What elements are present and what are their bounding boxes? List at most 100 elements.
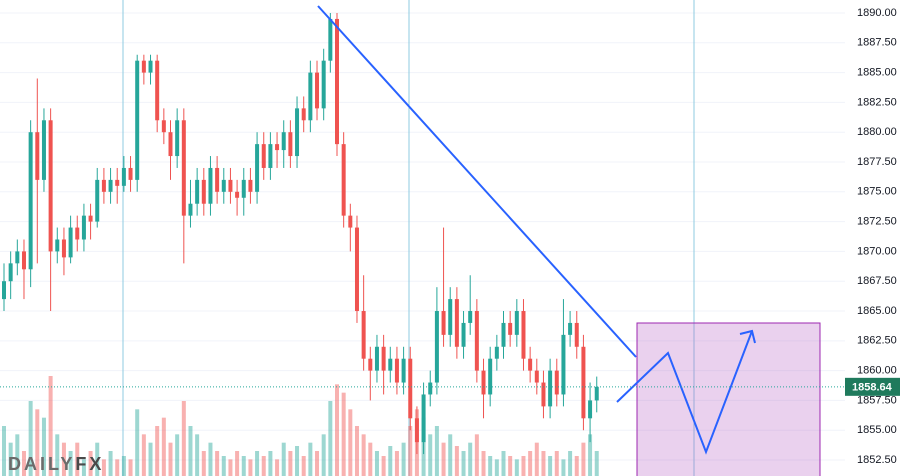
candle-body bbox=[441, 311, 446, 335]
price-axis bbox=[845, 0, 900, 476]
volume-bar bbox=[454, 446, 459, 476]
candle-body bbox=[101, 179, 106, 192]
candle-body bbox=[281, 132, 286, 151]
volume-bar bbox=[161, 417, 166, 476]
y-tick-label: 1875.00 bbox=[857, 186, 897, 198]
candle-body bbox=[561, 334, 566, 395]
y-tick-label: 1852.50 bbox=[857, 454, 897, 466]
candle-body bbox=[335, 18, 339, 145]
candle-body bbox=[248, 179, 253, 192]
last-price-box bbox=[845, 377, 900, 396]
volume-bar bbox=[568, 451, 573, 476]
volume-bar bbox=[75, 442, 80, 476]
volume-bar bbox=[514, 459, 519, 476]
volume-bar bbox=[408, 426, 413, 476]
candle-body bbox=[428, 382, 433, 395]
candle-body bbox=[168, 132, 173, 157]
volume-bar bbox=[354, 426, 359, 476]
candle-body bbox=[48, 120, 53, 252]
candle-body bbox=[414, 418, 419, 443]
logo-part: FX bbox=[75, 454, 104, 474]
candle-body bbox=[548, 370, 553, 407]
candle-body bbox=[228, 179, 233, 192]
candle-body bbox=[368, 358, 373, 371]
volume-bar bbox=[341, 392, 346, 476]
volume-bar bbox=[61, 442, 66, 476]
candle-body bbox=[594, 386, 599, 401]
volume-bar bbox=[195, 434, 200, 476]
candle-body bbox=[41, 120, 46, 180]
candle-body bbox=[521, 311, 526, 359]
volume-bar bbox=[261, 456, 266, 476]
candle-body bbox=[474, 311, 479, 371]
volume-bar bbox=[441, 442, 446, 476]
volume-bar bbox=[175, 434, 180, 476]
candle-body bbox=[128, 167, 133, 180]
candle-body bbox=[2, 281, 6, 300]
candle-body bbox=[448, 299, 453, 335]
candle-body bbox=[61, 239, 66, 258]
candle-body bbox=[468, 311, 473, 323]
candle-body bbox=[301, 108, 306, 121]
volume-bar bbox=[128, 459, 133, 476]
candle-body bbox=[341, 144, 346, 216]
candles bbox=[2, 12, 599, 455]
candle-body bbox=[494, 346, 499, 359]
volume-bar bbox=[288, 451, 293, 476]
candle-body bbox=[348, 215, 353, 228]
volume-bar bbox=[474, 434, 479, 476]
candle-body bbox=[8, 263, 13, 282]
candle-body bbox=[261, 144, 266, 168]
volume-bar bbox=[321, 434, 326, 476]
candle-body bbox=[188, 203, 193, 216]
volume-bar bbox=[448, 434, 453, 476]
y-tick-label: 1867.50 bbox=[857, 275, 897, 287]
candle-body bbox=[394, 358, 399, 383]
volume-bar bbox=[394, 451, 399, 476]
candle-body bbox=[241, 179, 246, 198]
candle-body bbox=[321, 60, 326, 109]
candle-body bbox=[315, 72, 320, 109]
volume-bar bbox=[554, 451, 559, 476]
volume-bar bbox=[55, 434, 60, 476]
volume-bar bbox=[255, 451, 260, 476]
volume-bar bbox=[201, 451, 206, 476]
volume-bar bbox=[461, 451, 466, 476]
last-price-label: 1858.64 bbox=[852, 382, 893, 394]
volume-bar bbox=[581, 442, 586, 476]
volume-bar bbox=[48, 376, 53, 476]
volume bbox=[2, 376, 599, 476]
y-tick-label: 1872.50 bbox=[857, 216, 897, 228]
volume-bar bbox=[381, 456, 386, 476]
candle-body bbox=[588, 400, 593, 419]
candle-body bbox=[328, 18, 333, 61]
volume-bar bbox=[501, 451, 506, 476]
candle-body bbox=[275, 144, 280, 151]
y-tick-label: 1855.00 bbox=[857, 424, 897, 436]
volume-bar bbox=[221, 456, 226, 476]
candle-body bbox=[354, 227, 359, 312]
candle-body bbox=[75, 227, 80, 240]
forecast-path bbox=[616, 330, 753, 455]
candle-body bbox=[28, 132, 33, 270]
y-tick-label: 1862.50 bbox=[857, 335, 897, 347]
logo-part: DAILY bbox=[8, 454, 75, 474]
volume-bar bbox=[275, 459, 280, 476]
volume-bar bbox=[401, 442, 406, 476]
volume-bar bbox=[308, 442, 313, 476]
volume-bar bbox=[155, 426, 160, 476]
volume-bar bbox=[68, 451, 73, 476]
volume-bar bbox=[428, 434, 433, 476]
y-tick-label: 1857.50 bbox=[857, 394, 897, 406]
candle-body bbox=[501, 322, 506, 347]
volume-bar bbox=[121, 456, 126, 476]
candle-body bbox=[21, 251, 26, 270]
y-tick-label: 1865.00 bbox=[857, 305, 897, 317]
volume-bar bbox=[28, 401, 33, 476]
candle-body bbox=[481, 370, 486, 395]
candle-body bbox=[95, 179, 100, 222]
volume-bar bbox=[95, 442, 100, 476]
volume-bar bbox=[235, 451, 240, 476]
